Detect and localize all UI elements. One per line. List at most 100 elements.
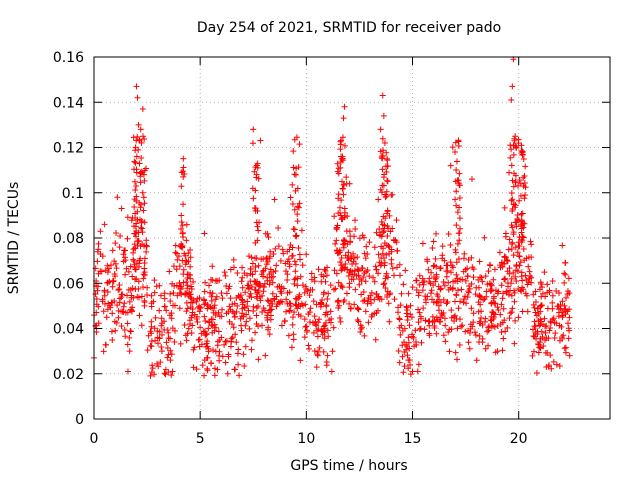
data-point (425, 266, 432, 273)
data-point (168, 315, 175, 322)
data-point (321, 289, 328, 296)
data-point (297, 256, 304, 263)
data-point (201, 297, 208, 304)
data-point (287, 194, 294, 201)
data-point (350, 250, 357, 257)
data-point (259, 322, 266, 329)
data-point (290, 331, 297, 338)
data-point (322, 278, 329, 285)
data-point (254, 160, 261, 167)
data-point (387, 228, 394, 235)
data-point (132, 159, 139, 166)
data-point (355, 268, 362, 275)
data-point (566, 352, 573, 359)
data-point (453, 188, 460, 195)
data-point (341, 103, 348, 110)
data-point (384, 288, 391, 295)
data-point (275, 225, 282, 232)
data-point (468, 254, 475, 261)
data-point (553, 320, 560, 327)
data-point (104, 262, 111, 269)
data-point (527, 238, 534, 245)
data-point (487, 317, 494, 324)
data-point (134, 94, 141, 101)
data-point (269, 290, 276, 297)
data-point (301, 316, 308, 323)
data-point (233, 339, 240, 346)
data-point (409, 284, 416, 291)
data-point (518, 211, 525, 218)
data-point (179, 168, 186, 175)
data-point (105, 279, 112, 286)
data-point (148, 338, 155, 345)
data-point (433, 273, 440, 280)
data-point (542, 293, 549, 300)
data-point (248, 346, 255, 353)
data-point (362, 308, 369, 315)
data-point (504, 258, 511, 265)
data-point (477, 315, 484, 322)
data-point (428, 269, 435, 276)
data-point (137, 179, 144, 186)
data-point (433, 299, 440, 306)
data-point (179, 257, 186, 264)
data-point (289, 314, 296, 321)
data-point (133, 275, 140, 282)
data-point (522, 184, 529, 191)
data-point (135, 121, 142, 128)
data-point (188, 314, 195, 321)
data-point (97, 228, 104, 235)
data-point (507, 310, 514, 317)
data-point (317, 301, 324, 308)
data-point (495, 307, 502, 314)
data-point (443, 262, 450, 269)
data-point (543, 322, 550, 329)
data-point (536, 344, 543, 351)
data-point (292, 261, 299, 268)
data-point (524, 281, 531, 288)
data-point (519, 233, 526, 240)
data-point (319, 296, 326, 303)
data-point (140, 275, 147, 282)
data-point (424, 258, 431, 265)
data-point (186, 291, 193, 298)
data-point (372, 263, 379, 270)
data-point (234, 270, 241, 277)
data-point (229, 308, 236, 315)
data-point (559, 242, 566, 249)
data-point (398, 290, 405, 297)
data-point (177, 340, 184, 347)
data-point (396, 359, 403, 366)
data-point (513, 144, 520, 151)
data-point (111, 270, 118, 277)
data-point (455, 143, 462, 150)
data-point (168, 372, 175, 379)
data-point (117, 295, 124, 302)
data-point (482, 273, 489, 280)
data-point (141, 136, 148, 143)
data-point (338, 255, 345, 262)
data-point (144, 292, 151, 299)
data-point (147, 372, 154, 379)
data-point (101, 221, 108, 228)
data-point (225, 285, 232, 292)
data-point (266, 331, 273, 338)
data-point (368, 313, 375, 320)
data-point (138, 225, 145, 232)
data-point (462, 328, 469, 335)
data-point (405, 334, 412, 341)
data-point (134, 293, 141, 300)
data-point (178, 212, 185, 219)
data-point (94, 248, 101, 255)
data-point (184, 305, 191, 312)
data-point (512, 267, 519, 274)
data-point (432, 255, 439, 262)
data-point (253, 219, 260, 226)
data-point (494, 304, 501, 311)
data-point (361, 297, 368, 304)
data-point (511, 135, 518, 142)
data-point (323, 302, 330, 309)
data-point (522, 272, 529, 279)
data-point (535, 317, 542, 324)
